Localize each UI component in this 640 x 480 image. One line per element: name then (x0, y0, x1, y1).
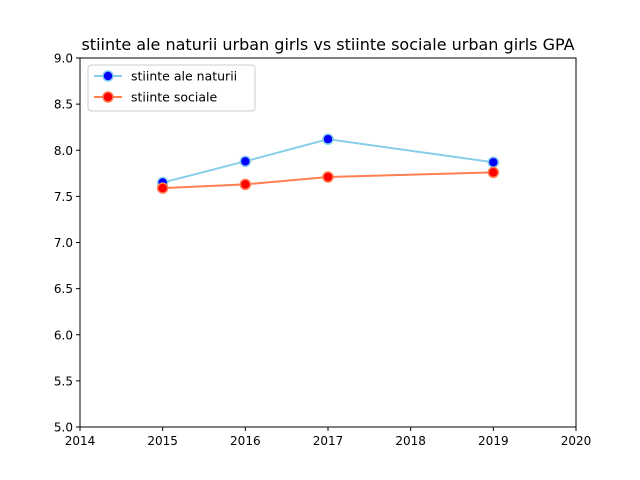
legend-marker (102, 70, 114, 82)
x-tick-label: 2019 (478, 434, 509, 448)
y-tick-label: 9.0 (54, 52, 73, 66)
x-axis: 2014 2015 2016 2017 2018 2019 2020 (65, 427, 592, 448)
legend-marker (102, 91, 114, 103)
series-line-2 (162, 171, 494, 190)
x-tick-label: 2014 (65, 434, 96, 448)
y-tick-label: 5.0 (54, 421, 73, 435)
x-tick-label: 2017 (313, 434, 344, 448)
y-tick-label: 8.5 (54, 98, 73, 112)
x-tick-label: 2015 (147, 434, 178, 448)
legend: stiinte ale naturii stiinte sociale (87, 64, 256, 112)
legend-label: stiinte ale naturii (131, 69, 237, 84)
series-layer (156, 133, 500, 194)
x-tick-label: 2016 (230, 434, 261, 448)
data-point (239, 155, 252, 168)
y-tick-label: 7.0 (54, 236, 73, 250)
data-point (322, 133, 334, 145)
legend-label: stiinte sociale (131, 90, 217, 105)
chart-title: stiinte ale naturii urban girls vs stiin… (81, 35, 574, 54)
data-point (487, 156, 500, 168)
data-point (239, 178, 252, 191)
y-tick-label: 5.5 (54, 374, 73, 388)
x-tick-label: 2018 (395, 434, 426, 448)
data-point (487, 166, 500, 179)
legend-box (87, 64, 256, 112)
data-point (322, 171, 334, 183)
x-tick-label: 2020 (561, 434, 592, 448)
y-tick-label: 8.0 (54, 144, 73, 158)
y-tick-label: 7.5 (54, 190, 73, 204)
series-line-1 (162, 138, 494, 184)
y-tick-label: 6.5 (54, 282, 73, 296)
y-tick-label: 6.0 (54, 328, 73, 342)
y-axis: 5.0 5.5 6.0 6.5 7.0 7.5 8.0 8.5 9.0 (54, 52, 80, 435)
data-point (156, 182, 169, 194)
